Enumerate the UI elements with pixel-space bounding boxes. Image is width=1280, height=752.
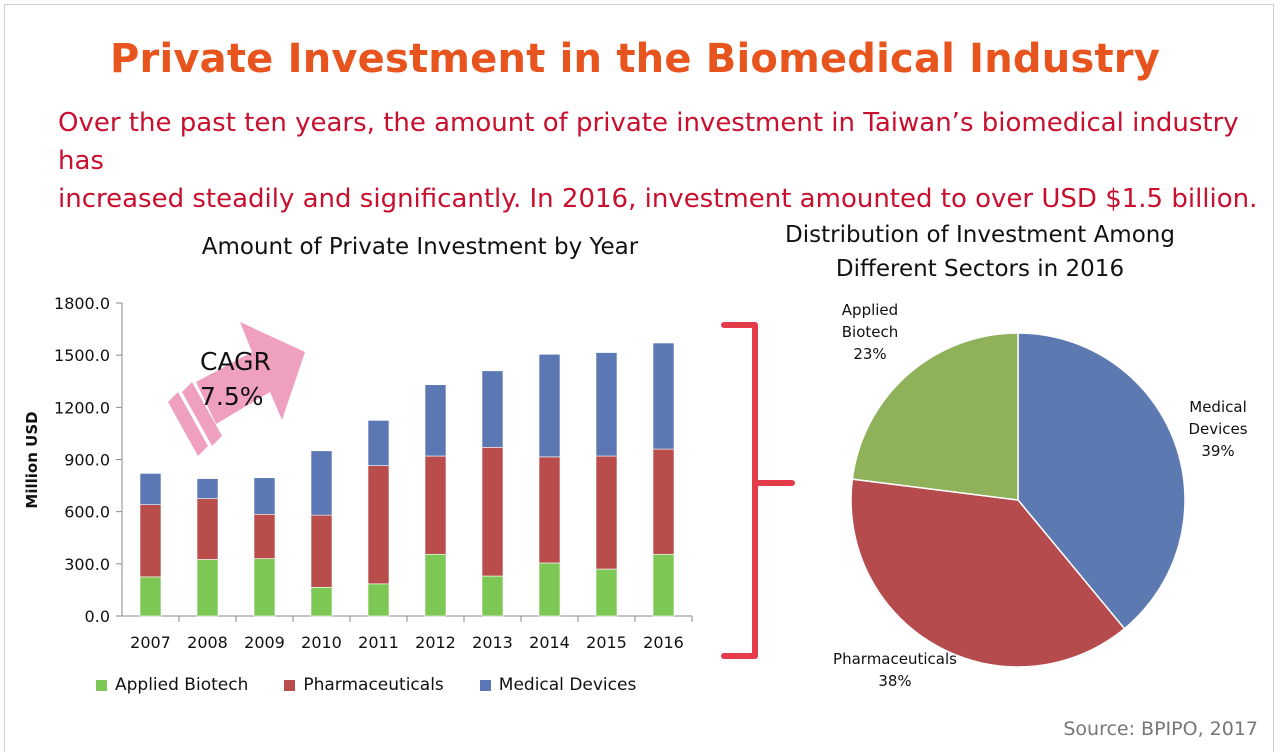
cagr-arrow bbox=[196, 322, 305, 424]
subtitle-line-2: increased steadily and significantly. In… bbox=[58, 184, 1258, 214]
x-tick-label: 2010 bbox=[301, 633, 342, 652]
pie-slice-label: Biotech bbox=[842, 323, 899, 341]
y-tick-label: 300.0 bbox=[64, 555, 110, 574]
bar-segment bbox=[196, 498, 219, 560]
bar-chart-legend: Applied Biotech Pharmaceuticals Medical De… bbox=[96, 674, 672, 696]
bar-segment bbox=[367, 420, 390, 466]
cagr-label: CAGR bbox=[200, 347, 271, 376]
bar-segment bbox=[424, 455, 447, 555]
bar-segment bbox=[652, 342, 675, 450]
source-note: Source: BPIPO, 2017 bbox=[1063, 718, 1258, 740]
bar-segment bbox=[595, 568, 618, 617]
y-tick-label: 1500.0 bbox=[54, 346, 110, 365]
y-tick-label: 600.0 bbox=[64, 503, 110, 522]
bar-segment bbox=[196, 559, 219, 617]
cagr-value: 7.5% bbox=[200, 382, 264, 411]
bar-segment bbox=[652, 553, 675, 617]
legend-item: Pharmaceuticals bbox=[284, 675, 444, 695]
pie-slice bbox=[850, 478, 1126, 668]
x-tick-label: 2015 bbox=[586, 633, 627, 652]
x-tick-label: 2008 bbox=[187, 633, 228, 652]
pie-slice bbox=[1017, 332, 1186, 630]
bar-segment bbox=[595, 352, 618, 457]
legend-swatch bbox=[96, 679, 107, 691]
y-tick-label: 1200.0 bbox=[54, 398, 110, 417]
bar-segment bbox=[253, 558, 276, 617]
legend-label: Applied Biotech bbox=[115, 675, 249, 695]
x-tick-label: 2013 bbox=[472, 633, 513, 652]
pie-slice-label: Applied bbox=[842, 301, 898, 319]
bar-segment bbox=[538, 353, 561, 458]
x-tick-label: 2011 bbox=[358, 633, 399, 652]
bar-chart-title: Amount of Private Investment by Year bbox=[201, 234, 639, 260]
bar-segment bbox=[595, 455, 618, 570]
page-subtitle: Over the past ten years, the amount of p… bbox=[58, 104, 1258, 218]
page-title: Private Investment in the Biomedical Ind… bbox=[110, 36, 1160, 82]
bar-segment bbox=[310, 514, 333, 588]
legend-swatch bbox=[284, 679, 296, 691]
pie-chart: Medical Devices 39% Pharmaceuticals 38% Appli… bbox=[833, 301, 1248, 690]
y-axis-label: Million USD bbox=[23, 411, 41, 508]
pie-title-line-2: Different Sectors in 2016 bbox=[835, 256, 1125, 282]
x-tick-label: 2016 bbox=[643, 633, 684, 652]
bar-segment bbox=[481, 447, 504, 577]
arrow-stripe bbox=[168, 392, 208, 456]
slide-frame bbox=[4, 4, 1274, 752]
bar-segment bbox=[253, 477, 276, 515]
bar-segment bbox=[538, 562, 561, 617]
arrow-stripe bbox=[182, 382, 222, 446]
pie-slice-label: Pharmaceuticals bbox=[833, 650, 957, 668]
pie-slice-label: Devices bbox=[1188, 420, 1247, 438]
bar-segment bbox=[139, 576, 162, 617]
pie-chart-title: Distribution of Investment Among Differe… bbox=[740, 218, 1220, 286]
bar-segment bbox=[652, 448, 675, 555]
legend-label: Medical Devices bbox=[498, 675, 637, 695]
bar-segment bbox=[424, 553, 447, 617]
legend-item: Applied Biotech bbox=[96, 675, 248, 695]
bar-segment bbox=[196, 478, 219, 499]
bar-segment bbox=[139, 473, 162, 506]
pie-slice-percent: 39% bbox=[1201, 442, 1234, 460]
bracket-shape bbox=[721, 322, 758, 659]
pie-slice-percent: 23% bbox=[853, 345, 886, 363]
x-tick-label: 2014 bbox=[529, 633, 570, 652]
pie-slice-label: Medical bbox=[1189, 398, 1246, 416]
bar-segment bbox=[253, 513, 276, 559]
legend-item: Medical Devices bbox=[479, 675, 637, 695]
bar-segment bbox=[310, 450, 333, 516]
subtitle-line-1: Over the past ten years, the amount of p… bbox=[58, 108, 1239, 176]
bar-segment bbox=[538, 456, 561, 564]
x-tick-label: 2012 bbox=[415, 633, 456, 652]
legend-label: Pharmaceuticals bbox=[303, 675, 444, 695]
bar-segment bbox=[367, 465, 390, 585]
bar-segment bbox=[139, 504, 162, 578]
decorations: CAGR 7.5% bbox=[168, 322, 795, 659]
bar-segment bbox=[481, 575, 504, 617]
pie-title-line-1: Distribution of Investment Among bbox=[785, 222, 1175, 248]
y-tick-label: 0.0 bbox=[85, 607, 110, 626]
x-tick-label: 2009 bbox=[244, 633, 285, 652]
bar-chart: 0.0 300.0 600.0 900.0 1200.0 1500.0 1800.0 Mill… bbox=[23, 294, 693, 652]
bar-segment bbox=[367, 583, 390, 617]
y-tick-label: 1800.0 bbox=[54, 294, 110, 313]
pie-slice-percent: 38% bbox=[878, 672, 911, 690]
bar-segment bbox=[481, 370, 504, 448]
bar-segment bbox=[424, 384, 447, 457]
x-tick-label: 2007 bbox=[130, 633, 171, 652]
legend-swatch bbox=[479, 679, 491, 691]
pie-slice bbox=[851, 332, 1019, 501]
y-tick-label: 900.0 bbox=[64, 451, 110, 470]
bar-segment bbox=[310, 587, 333, 617]
